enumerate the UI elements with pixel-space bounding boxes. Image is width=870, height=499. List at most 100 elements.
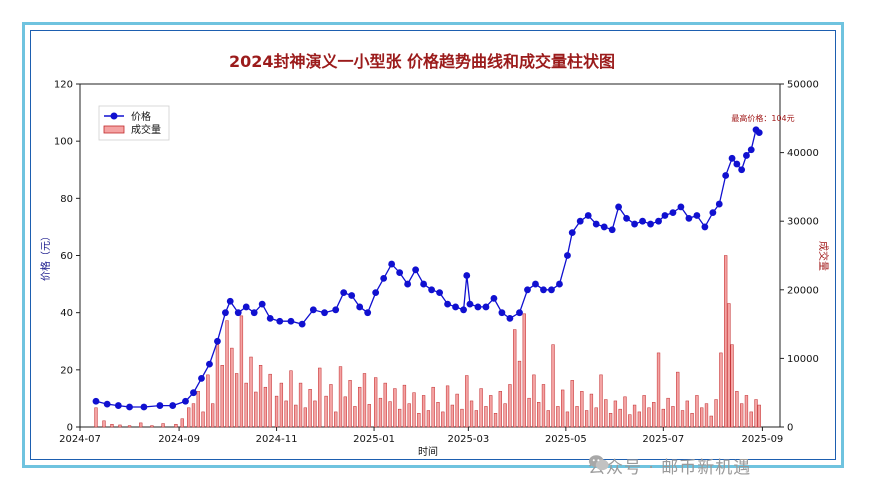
price-point bbox=[568, 229, 576, 237]
volume-bar bbox=[517, 360, 522, 428]
volume-bar bbox=[522, 313, 526, 428]
volume-bar bbox=[279, 382, 284, 428]
price-point bbox=[728, 154, 736, 162]
volume-bar bbox=[623, 396, 627, 428]
volume-bar bbox=[469, 400, 474, 428]
volume-bar bbox=[110, 424, 114, 428]
y-axis-right-label: 成交量 bbox=[817, 241, 830, 271]
price-point bbox=[332, 306, 340, 314]
volume-bar bbox=[695, 395, 699, 428]
volume-bar bbox=[537, 402, 541, 428]
volume-bar bbox=[632, 404, 637, 428]
volume-bar bbox=[580, 391, 584, 428]
price-point bbox=[639, 217, 646, 225]
price-point bbox=[669, 209, 677, 217]
volume-bar bbox=[284, 400, 288, 428]
price-point bbox=[92, 397, 100, 405]
price-point bbox=[348, 292, 356, 299]
price-point bbox=[474, 303, 482, 311]
price-point bbox=[600, 223, 608, 231]
volume-bar bbox=[690, 413, 694, 428]
price-point bbox=[661, 212, 669, 219]
volume-bar bbox=[220, 365, 224, 428]
volume-bar bbox=[268, 373, 272, 428]
volume-bar bbox=[455, 393, 459, 428]
volume-bar bbox=[426, 410, 431, 428]
volume-bar bbox=[719, 352, 723, 428]
volume-bar bbox=[680, 410, 685, 428]
wechat-icon bbox=[588, 455, 609, 471]
volume-bar bbox=[754, 399, 758, 428]
legend-box bbox=[98, 105, 170, 141]
volume-bar bbox=[239, 315, 244, 428]
price-point bbox=[222, 309, 229, 317]
volume-bar bbox=[685, 400, 689, 428]
volume-bar bbox=[329, 384, 333, 428]
volume-bar bbox=[513, 329, 517, 428]
y-left-tick-label: 40 bbox=[60, 308, 73, 319]
price-point bbox=[506, 314, 514, 322]
price-point bbox=[556, 280, 563, 288]
price-point bbox=[608, 226, 616, 234]
legend-volume-label: 成交量 bbox=[131, 123, 161, 136]
volume-bar bbox=[714, 399, 718, 428]
price-point bbox=[524, 286, 531, 294]
price-point bbox=[388, 260, 396, 268]
price-point bbox=[190, 389, 197, 397]
volume-bar bbox=[584, 410, 589, 428]
price-point bbox=[722, 172, 730, 179]
volume-bar bbox=[334, 411, 338, 428]
price-point bbox=[532, 280, 539, 288]
price-point bbox=[404, 280, 412, 288]
price-point bbox=[276, 317, 284, 325]
volume-bar bbox=[225, 320, 229, 428]
price-point bbox=[126, 403, 133, 411]
legend-price-label: 价格 bbox=[131, 110, 151, 123]
y-right-tick-label: 30000 bbox=[787, 217, 819, 228]
volume-bar bbox=[431, 386, 435, 428]
volume-bar bbox=[570, 380, 574, 428]
volume-bar bbox=[215, 344, 220, 428]
volume-bar bbox=[230, 347, 234, 428]
volume-bar bbox=[565, 411, 570, 428]
price-point bbox=[452, 303, 459, 311]
price-point bbox=[287, 317, 295, 325]
volume-bar bbox=[127, 425, 132, 428]
price-point bbox=[380, 274, 388, 282]
price-point bbox=[463, 272, 471, 279]
volume-bar bbox=[298, 382, 303, 428]
chart-title: 2024封神演义一小型张 价格趋势曲线和成交量柱状图 bbox=[229, 52, 615, 71]
price-point bbox=[156, 402, 164, 409]
volume-bar bbox=[647, 407, 651, 428]
y-right-tick-label: 10000 bbox=[787, 354, 819, 365]
volume-bar bbox=[436, 402, 440, 428]
y-right-tick-label: 50000 bbox=[787, 80, 819, 91]
volume-bar bbox=[589, 393, 594, 428]
price-point bbox=[140, 403, 148, 411]
volume-bar bbox=[727, 303, 731, 428]
volume-bar bbox=[489, 395, 493, 428]
volume-bar bbox=[700, 407, 704, 428]
volume-bar bbox=[274, 395, 279, 428]
price-point bbox=[214, 337, 221, 345]
x-tick-label: 2024-07 bbox=[59, 434, 101, 445]
volume-bar bbox=[378, 397, 383, 428]
price-point bbox=[655, 217, 662, 225]
price-point bbox=[685, 214, 693, 222]
price-point bbox=[364, 309, 372, 317]
volume-bar bbox=[348, 380, 352, 428]
price-point bbox=[576, 217, 584, 225]
price-point bbox=[715, 200, 723, 208]
volume-bar bbox=[324, 395, 328, 428]
volume-bar bbox=[546, 410, 550, 428]
volume-bar bbox=[244, 382, 248, 428]
volume-bar bbox=[656, 352, 661, 428]
price-point bbox=[747, 146, 755, 154]
price-point bbox=[460, 306, 467, 314]
price-point bbox=[466, 300, 474, 308]
price-point bbox=[615, 203, 622, 211]
price-point bbox=[356, 303, 364, 311]
price-point bbox=[564, 252, 571, 259]
price-point bbox=[755, 129, 763, 136]
